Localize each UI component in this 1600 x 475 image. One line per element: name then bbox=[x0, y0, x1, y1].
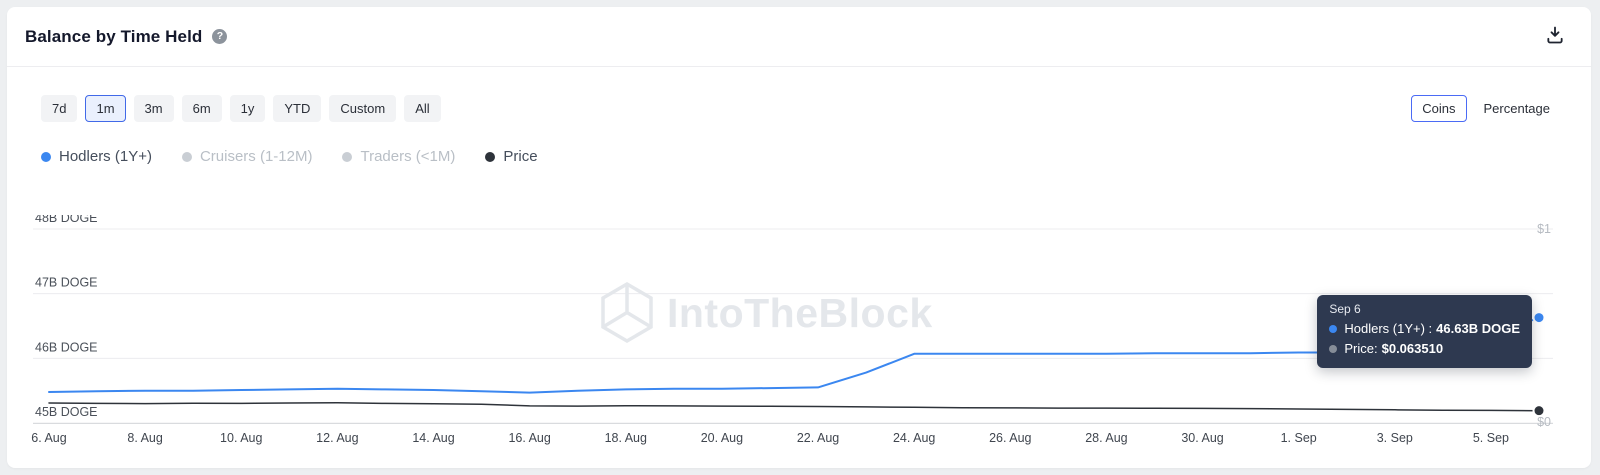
x-axis-label: 22. Aug bbox=[797, 431, 839, 445]
legend-label: Cruisers (1-12M) bbox=[199, 148, 313, 165]
x-axis-label: 16. Aug bbox=[508, 431, 550, 445]
legend-item-0[interactable]: Hodlers (1Y+) bbox=[41, 148, 152, 165]
series-line-0 bbox=[48, 316, 1540, 394]
time-range-ytd[interactable]: YTD bbox=[273, 95, 322, 122]
x-axis-label: 28. Aug bbox=[1085, 431, 1127, 445]
legend-dot bbox=[41, 151, 51, 162]
chart-controls: 7d 1m 3m 6m 1y YTD Custom All Coins Percentage bbox=[7, 95, 1591, 122]
x-axis-label: 12. Aug bbox=[316, 431, 358, 445]
left-axis-label: 46B DOGE bbox=[35, 340, 98, 354]
chart-legend: Hodlers (1Y+) Cruisers (1-12M) Traders (<1… bbox=[7, 148, 1591, 165]
download-icon bbox=[1545, 25, 1565, 48]
left-axis-label: 48B DOGE bbox=[35, 215, 98, 225]
right-axis-label-top: $1 bbox=[1537, 222, 1551, 236]
time-range-custom[interactable]: Custom bbox=[329, 95, 397, 122]
x-axis-label: 14. Aug bbox=[412, 431, 454, 445]
chart-area: 45B DOGE 46B DOGE 47B DOGE 48B DOGE $1 $0 Into… bbox=[7, 215, 1591, 455]
download-button[interactable] bbox=[1543, 23, 1567, 50]
x-axis-label: 10. Aug bbox=[220, 431, 262, 445]
help-icon[interactable]: ? bbox=[212, 29, 228, 44]
x-axis-label: 30. Aug bbox=[1181, 431, 1223, 445]
legend-label: Traders (<1M) bbox=[360, 148, 456, 165]
chart-svg[interactable]: 45B DOGE 46B DOGE 47B DOGE 48B DOGE $1 $0 Into… bbox=[7, 215, 1591, 455]
x-axis-label: 20. Aug bbox=[701, 431, 743, 445]
watermark-text: IntoTheBlock bbox=[667, 290, 933, 336]
legend-label: Price bbox=[503, 148, 538, 165]
series-line-1 bbox=[48, 402, 1540, 412]
x-axis-label: 26. Aug bbox=[989, 431, 1031, 445]
time-range-all[interactable]: All bbox=[404, 95, 441, 122]
x-axis-label: 6. Aug bbox=[31, 431, 66, 445]
chart-header: Balance by Time Held ? bbox=[7, 7, 1591, 67]
right-axis-label-bottom: $0 bbox=[1537, 415, 1551, 429]
watermark-logo-lines bbox=[602, 284, 652, 329]
series-end-marker-0 bbox=[1532, 311, 1546, 325]
watermark: IntoTheBlock bbox=[601, 281, 933, 344]
x-axis-label: 1. Sep bbox=[1281, 431, 1317, 445]
chart-card: Balance by Time Held ? 7d 1m 3m 6m 1y YTD Cust… bbox=[7, 7, 1591, 468]
time-range-6m[interactable]: 6m bbox=[181, 95, 222, 122]
series-end-marker-1 bbox=[1532, 404, 1546, 418]
x-axis-label: 18. Aug bbox=[605, 431, 647, 445]
watermark-logo-icon bbox=[601, 281, 653, 344]
time-range-3m[interactable]: 3m bbox=[133, 95, 174, 122]
legend-dot bbox=[485, 151, 496, 162]
x-axis-label: 24. Aug bbox=[893, 431, 935, 445]
unit-toggle-percentage[interactable]: Percentage bbox=[1472, 95, 1561, 122]
chart-title: Balance by Time Held bbox=[25, 26, 203, 46]
time-range-group: 7d 1m 3m 6m 1y YTD Custom All bbox=[41, 95, 449, 122]
legend-item-1[interactable]: Cruisers (1-12M) bbox=[181, 148, 313, 165]
legend-item-3[interactable]: Price bbox=[485, 148, 538, 165]
time-range-7d[interactable]: 7d bbox=[41, 95, 78, 122]
unit-toggle-coins[interactable]: Coins bbox=[1411, 95, 1467, 122]
legend-dot bbox=[181, 151, 192, 162]
x-axis-label: 3. Sep bbox=[1377, 431, 1413, 445]
left-axis-label: 47B DOGE bbox=[35, 276, 98, 290]
legend-label: Hodlers (1Y+) bbox=[59, 148, 152, 165]
time-range-1y[interactable]: 1y bbox=[229, 95, 266, 122]
unit-toggle-group: Coins Percentage bbox=[1405, 95, 1561, 122]
x-axis-label: 5. Sep bbox=[1473, 431, 1509, 445]
time-range-1m[interactable]: 1m bbox=[85, 95, 126, 122]
legend-dot bbox=[342, 151, 353, 162]
left-axis-label: 45B DOGE bbox=[35, 405, 98, 419]
legend-item-2[interactable]: Traders (<1M) bbox=[342, 148, 455, 165]
x-axis-label: 8. Aug bbox=[127, 431, 162, 445]
